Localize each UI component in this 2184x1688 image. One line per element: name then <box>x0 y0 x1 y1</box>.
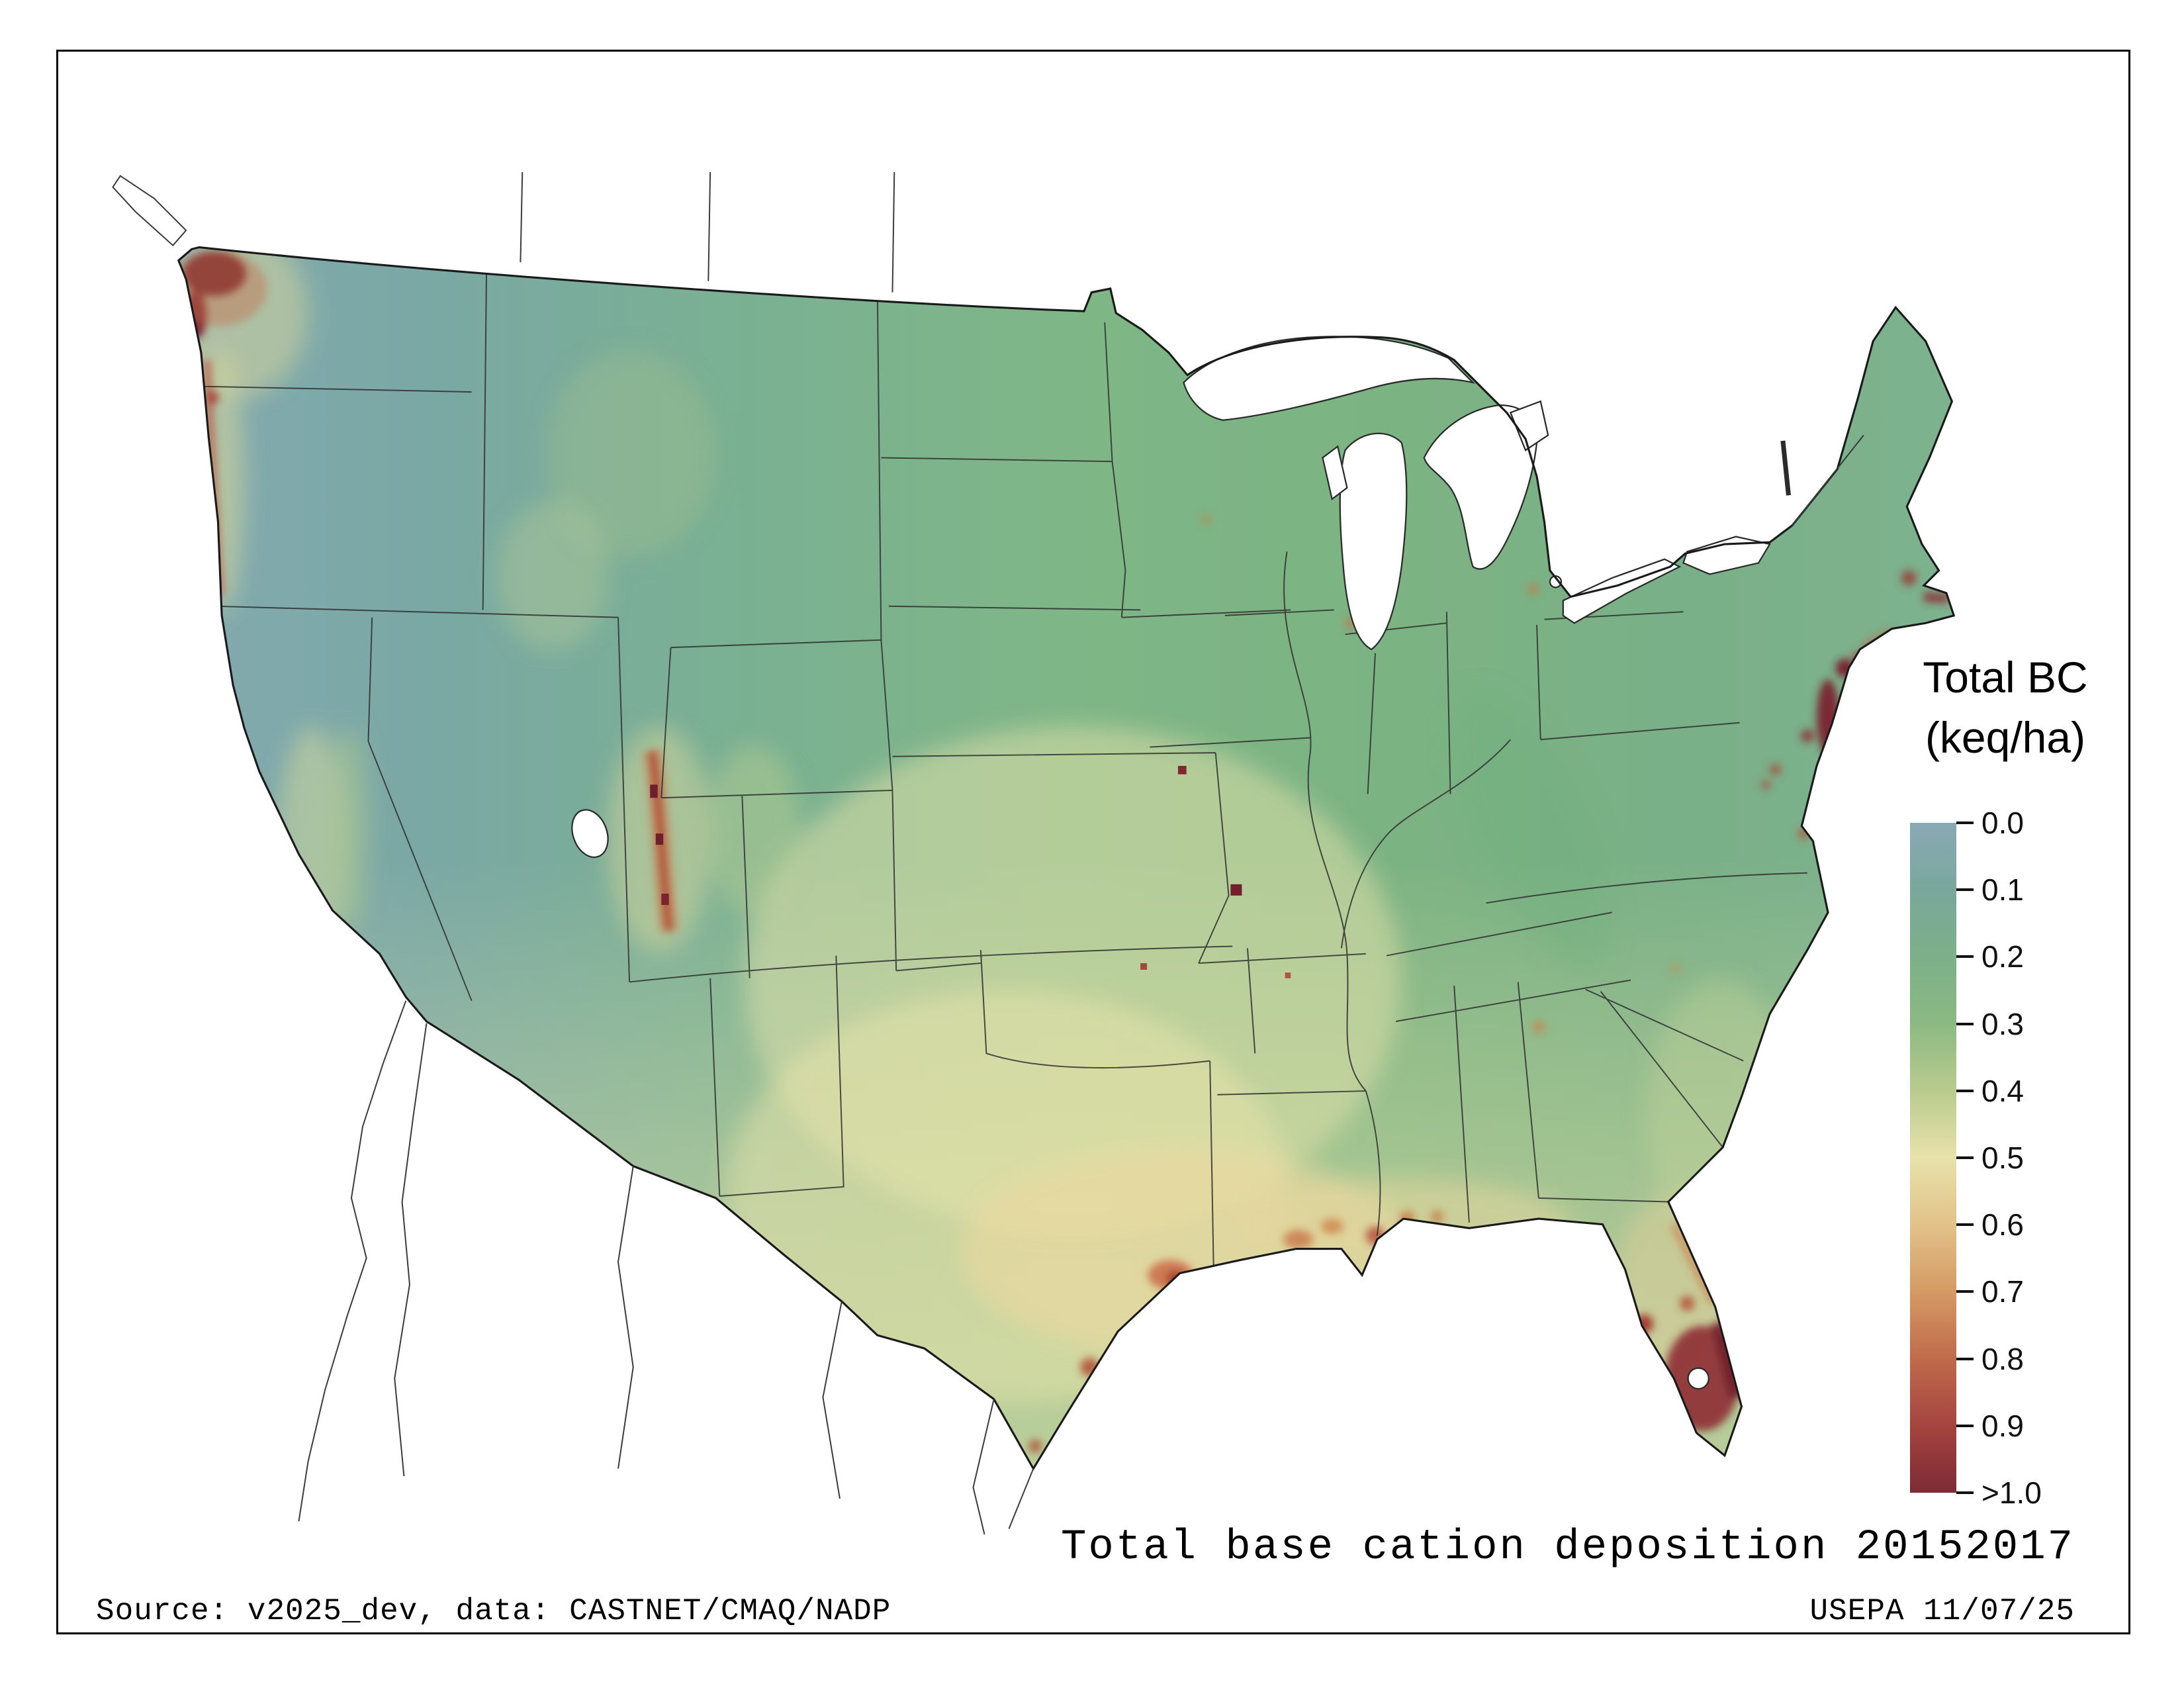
legend-title: Total BC (keq/ha) <box>1886 647 2124 768</box>
tick-label: 0.4 <box>1981 1074 2024 1108</box>
tick-label: 0.2 <box>1981 939 2024 974</box>
great-salt-lake <box>571 809 609 859</box>
colorbar <box>1910 823 1956 1493</box>
georgian-bay <box>1509 400 1549 451</box>
tick-mark <box>1956 888 1974 891</box>
lake-champlain <box>1780 440 1791 496</box>
lake-erie <box>1562 558 1682 624</box>
deposition-raster <box>178 247 1954 1469</box>
colorbar-tick: 0.8 <box>1956 1341 2024 1377</box>
tick-mark <box>1956 1090 1974 1092</box>
colorbar-tick: 0.6 <box>1956 1207 2024 1243</box>
colorbar-tick: 0.9 <box>1956 1408 2024 1444</box>
colorbar-tick: 0.3 <box>1956 1006 2024 1042</box>
lake-okeechobee <box>1687 1367 1709 1390</box>
colorbar-tick: 0.5 <box>1956 1140 2024 1176</box>
tick-mark <box>1956 1358 1974 1360</box>
us-deposition-map <box>112 172 1955 1535</box>
tick-label: 0.3 <box>1981 1007 2024 1041</box>
tick-mark <box>1956 1223 1974 1226</box>
colorbar-ticks: 0.0 0.1 0.2 0.3 0.4 0.5 0.6 0.7 0.8 0.9 … <box>1956 806 2115 1510</box>
colorbar-tick: 0.7 <box>1956 1274 2024 1309</box>
colorbar-tick: 0.4 <box>1956 1073 2024 1109</box>
state-borders <box>199 254 1807 1274</box>
colorbar-tick: >1.0 <box>1956 1475 2042 1511</box>
credit-caption: USEPA 11/07/25 <box>1809 1594 2075 1628</box>
lake-superior <box>1183 336 1476 421</box>
tick-label: >1.0 <box>1981 1476 2042 1510</box>
tick-mark <box>1956 1023 1974 1025</box>
vancouver-island <box>112 175 187 247</box>
tick-label: 0.9 <box>1981 1409 2024 1443</box>
tick-label: 0.7 <box>1981 1274 2024 1309</box>
tick-label: 0.6 <box>1981 1207 2024 1242</box>
great-lakes <box>571 336 1791 1390</box>
tick-label: 0.5 <box>1981 1141 2024 1175</box>
green-bay <box>1322 445 1348 500</box>
legend-title-line2: (keq/ha) <box>1925 713 2086 763</box>
tick-label: 0.0 <box>1981 806 2024 840</box>
map-title: Total base cation deposition 20152017 <box>1060 1524 2075 1571</box>
tick-mark <box>1956 1290 1974 1293</box>
tick-label: 0.1 <box>1981 872 2024 907</box>
plot-frame <box>56 50 2130 1634</box>
source-caption: Source: v2025_dev, data: CASTNET/CMAQ/NA… <box>96 1594 891 1628</box>
tick-mark <box>1956 1491 1974 1494</box>
mexico-borders <box>298 1000 1034 1535</box>
tick-mark <box>1956 955 1974 958</box>
lake-ontario <box>1682 536 1771 575</box>
lake-huron <box>1423 404 1538 570</box>
canada-province-borders <box>520 172 1864 526</box>
legend-title-line1: Total BC <box>1923 653 2088 702</box>
tick-mark <box>1956 821 1974 824</box>
colorbar-tick: 0.2 <box>1956 939 2024 974</box>
colorbar-tick: 0.1 <box>1956 872 2024 908</box>
tick-mark <box>1956 1156 1974 1159</box>
colorbar-tick: 0.0 <box>1956 805 2024 841</box>
tick-label: 0.8 <box>1981 1342 2024 1376</box>
lake-michigan <box>1339 432 1408 651</box>
neighbor-countries <box>112 172 1864 1535</box>
tick-mark <box>1956 1425 1974 1427</box>
city-hotspot-pixels <box>650 765 1291 978</box>
